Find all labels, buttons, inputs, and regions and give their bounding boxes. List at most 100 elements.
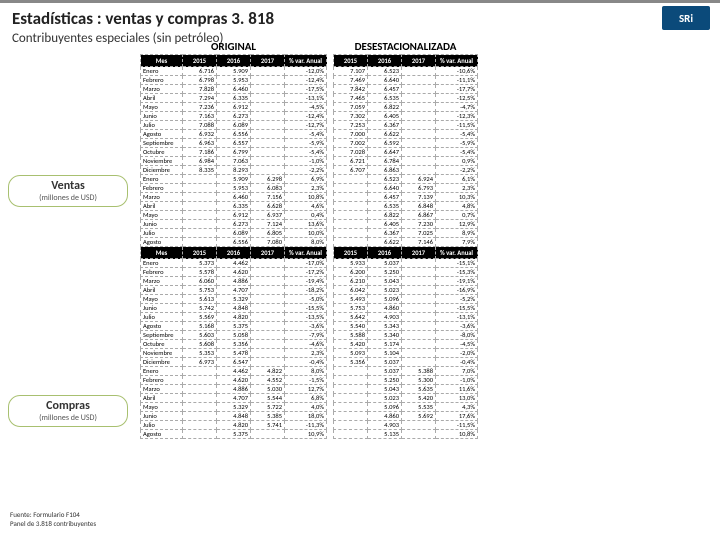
cell-var: -4,5% (285, 103, 327, 112)
cell-2015: 5.569 (183, 313, 217, 322)
cell-var: -17,5% (285, 85, 327, 94)
cell-2015: 6.721 (334, 157, 368, 166)
cell-2017 (402, 286, 436, 295)
col-header: 2015 (334, 55, 368, 67)
cell-var: -8,0% (436, 331, 478, 340)
cell-2016: 6.089 (217, 121, 251, 130)
cell-2015: 6.210 (334, 277, 368, 286)
col-header: % var. Anual (285, 247, 327, 259)
cell-2016: 5.058 (217, 331, 251, 340)
page-title: Estadísticas : ventas y compras 3. 818 (12, 8, 708, 29)
cell-2016: 4.903 (368, 313, 402, 322)
cell-2015 (183, 412, 217, 421)
cell-2015 (334, 403, 368, 412)
cell-mes: Julio (141, 313, 183, 322)
cell-var: -11,5% (436, 421, 478, 430)
col-header: 2016 (217, 247, 251, 259)
cell-2015: 8.335 (183, 166, 217, 175)
cell-2017 (402, 304, 436, 313)
cell-var: -4,5% (436, 340, 478, 349)
cell-2015 (183, 211, 217, 220)
cell-2015: 6.042 (334, 286, 368, 295)
cell-var: 10,9% (285, 430, 327, 439)
cell-mes: Julio (141, 229, 183, 238)
cell-2017: 5.385 (251, 412, 285, 421)
cell-2017 (402, 349, 436, 358)
cell-2015: 6.716 (183, 67, 217, 76)
section-title-desest: DESESTACIONALIZADA (333, 40, 478, 53)
cell-2017 (251, 130, 285, 139)
cell-2017 (402, 85, 436, 94)
cell-2015: 7.000 (334, 130, 368, 139)
cell-var: -3,6% (436, 322, 478, 331)
cell-2017 (402, 358, 436, 367)
cell-2015: 7.236 (183, 103, 217, 112)
cell-2016: 6.799 (217, 148, 251, 157)
cell-var: -5,9% (436, 139, 478, 148)
desest-column: DESESTACIONALIZADA 201520162017% var. An… (333, 40, 478, 439)
cell-2015 (334, 430, 368, 439)
cell-2015: 5.373 (183, 259, 217, 268)
cell-2015 (183, 367, 217, 376)
cell-2017: 7.156 (251, 193, 285, 202)
table-desest: 201520162017% var. Anual7.1076.523-10,6%… (333, 54, 478, 439)
pill-compras-title: Compras (13, 399, 123, 413)
cell-2017 (251, 67, 285, 76)
cell-2015: 5.353 (183, 349, 217, 358)
cell-2015 (334, 376, 368, 385)
cell-mes: Abril (141, 202, 183, 211)
cell-2016: 5.478 (217, 349, 251, 358)
cell-2015: 5.588 (334, 331, 368, 340)
cell-var: -5,4% (285, 148, 327, 157)
cell-2017: 6.083 (251, 184, 285, 193)
cell-2017: 5.535 (402, 403, 436, 412)
cell-2016: 4.707 (217, 286, 251, 295)
cell-2015: 6.798 (183, 76, 217, 85)
cell-var: 10,8% (436, 430, 478, 439)
cell-mes: Abril (141, 94, 183, 103)
cell-2016: 5.329 (217, 295, 251, 304)
cell-mes: Noviembre (141, 157, 183, 166)
cell-var: -12,7% (285, 121, 327, 130)
cell-2016: 4.820 (217, 421, 251, 430)
cell-var: -12,5% (436, 94, 478, 103)
cell-var: -17,0% (285, 259, 327, 268)
cell-var: -1,5% (285, 376, 327, 385)
cell-2016: 5.135 (368, 430, 402, 439)
pill-ventas-title: Ventas (13, 179, 123, 193)
cell-var: -15,5% (285, 304, 327, 313)
cell-2016: 4.886 (217, 385, 251, 394)
cell-2015: 7.469 (334, 76, 368, 85)
cell-2016: 6.863 (368, 166, 402, 175)
cell-mes: Octubre (141, 340, 183, 349)
cell-2017 (402, 76, 436, 85)
tables-wrap: ORIGINAL Mes201520162017% var. AnualEner… (140, 40, 478, 439)
cell-2015 (334, 229, 368, 238)
cell-var: 0,7% (436, 211, 478, 220)
cell-mes: Mayo (141, 211, 183, 220)
cell-2015: 5.753 (334, 304, 368, 313)
cell-var: -2,2% (436, 166, 478, 175)
cell-2016: 7.063 (217, 157, 251, 166)
cell-2016: 5.250 (368, 376, 402, 385)
cell-2016: 6.273 (217, 112, 251, 121)
cell-var: -13,1% (436, 313, 478, 322)
cell-2016: 6.367 (368, 229, 402, 238)
cell-2017 (251, 166, 285, 175)
cell-mes: Junio (141, 220, 183, 229)
cell-2016: 4.462 (217, 259, 251, 268)
cell-2017 (402, 331, 436, 340)
cell-2016: 5.250 (368, 268, 402, 277)
cell-mes: Enero (141, 175, 183, 184)
cell-var: -16,9% (436, 286, 478, 295)
footer-line2: Panel de 3.818 contribuyentes (10, 520, 96, 528)
cell-var: 7,9% (436, 238, 478, 247)
cell-2015: 7.088 (183, 121, 217, 130)
cell-2017: 6.924 (402, 175, 436, 184)
cell-2015: 5.642 (334, 313, 368, 322)
cell-2016: 6.784 (368, 157, 402, 166)
col-header: % var. Anual (285, 55, 327, 67)
cell-2017 (251, 103, 285, 112)
cell-var: 6,8% (285, 394, 327, 403)
cell-var: -0,4% (285, 358, 327, 367)
